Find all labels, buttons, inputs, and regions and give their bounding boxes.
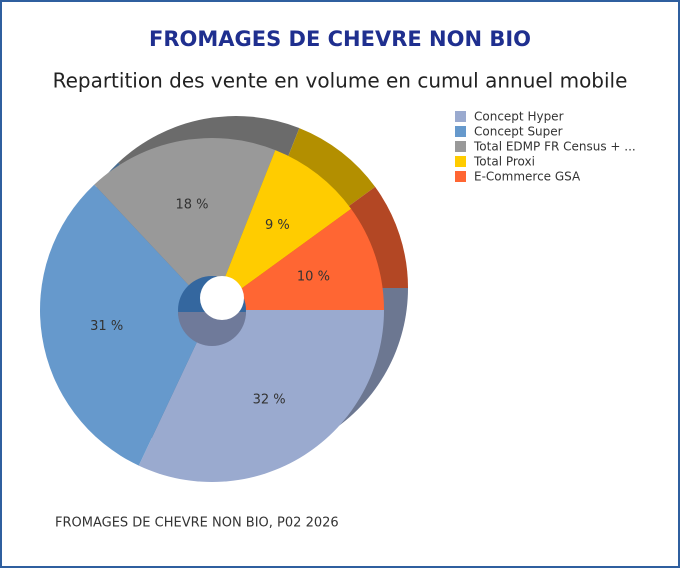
data-label: 9 % xyxy=(265,218,290,233)
legend-label: Total Proxi xyxy=(473,155,535,169)
slice xyxy=(94,138,276,310)
legend-label: Concept Super xyxy=(474,125,563,139)
chart-subtitle: Repartition des vente en volume en cumul… xyxy=(53,69,628,93)
slice xyxy=(138,310,384,482)
data-label: 31 % xyxy=(90,319,123,334)
slice xyxy=(39,184,212,466)
data-label: 32 % xyxy=(253,393,286,408)
slice xyxy=(212,208,384,310)
legend-swatch xyxy=(455,171,466,182)
hole-top xyxy=(200,276,244,320)
hole-depth xyxy=(178,312,246,346)
data-label: 18 % xyxy=(176,198,209,213)
legend-swatch xyxy=(455,141,466,152)
legend-label: Total EDMP FR Census + ... xyxy=(473,140,636,154)
legend-swatch xyxy=(455,111,466,122)
legend-label: Concept Hyper xyxy=(474,110,564,124)
footer: FROMAGES DE CHEVRE NON BIO, P02 2026 xyxy=(55,516,339,531)
legend-swatch xyxy=(455,156,466,167)
slice xyxy=(212,150,352,310)
legend-label: E-Commerce GSA xyxy=(474,170,581,184)
chart-title: FROMAGES DE CHEVRE NON BIO xyxy=(149,27,531,51)
data-label: 10 % xyxy=(297,270,330,285)
legend-swatch xyxy=(455,126,466,137)
